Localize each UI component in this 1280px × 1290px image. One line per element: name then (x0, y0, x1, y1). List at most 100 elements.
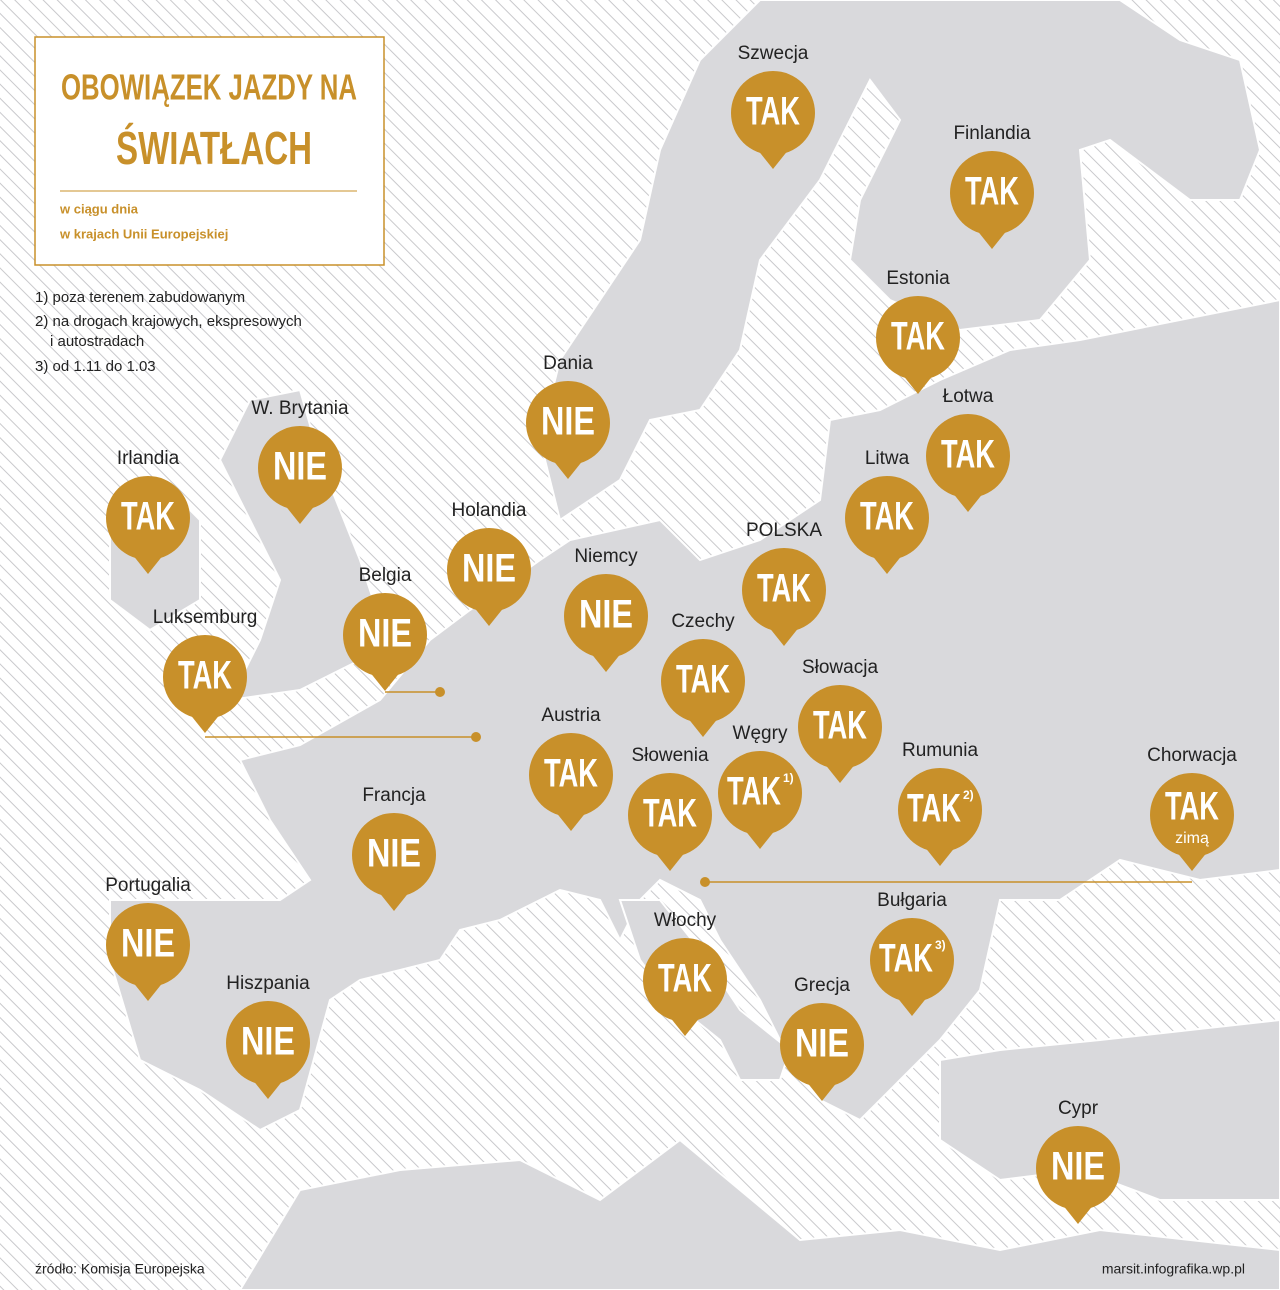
pin-head (628, 773, 712, 857)
answer: TAK (178, 654, 232, 698)
marker: Słowacja TAK (798, 657, 882, 783)
leaders (205, 687, 1192, 887)
marker: Łotwa TAK (926, 386, 1010, 512)
marker: Grecja NIE (780, 975, 864, 1101)
pin-head (780, 1003, 864, 1087)
country-label: Bułgaria (877, 890, 947, 911)
marker: Litwa TAK (845, 448, 929, 574)
marker: Niemcy NIE (564, 546, 648, 672)
pin-head (950, 151, 1034, 235)
country-label: Francja (362, 785, 426, 806)
subtitle: w krajach Unii Europejskiej (59, 226, 228, 241)
marker: Francja NIE (352, 785, 436, 911)
marker: Cypr NIE (1036, 1098, 1120, 1224)
pin-head (526, 381, 610, 465)
pin-head (798, 685, 882, 769)
credit: marsit.infografika.wp.pl (1102, 1261, 1245, 1277)
marker: Rumunia TAK 2) (898, 740, 982, 866)
answer: TAK (879, 937, 933, 981)
pin-head (643, 938, 727, 1022)
leader-dot (471, 732, 481, 742)
pin-head (106, 903, 190, 987)
pin-head (742, 548, 826, 632)
marker: Irlandia TAK (106, 448, 190, 574)
answer: NIE (795, 1022, 849, 1066)
country-label: Niemcy (574, 546, 638, 567)
answer: TAK (544, 752, 598, 796)
footnote: 1) poza terenem zabudowanym (35, 289, 245, 306)
footnote: i autostradach (50, 333, 144, 350)
marker: Portugalia NIE (105, 875, 191, 1001)
answer: TAK (965, 170, 1019, 214)
answer: TAK (907, 787, 961, 831)
marker: POLSKA TAK (742, 520, 826, 646)
answer: NIE (1051, 1145, 1105, 1189)
marker: Bułgaria TAK 3) (870, 890, 954, 1016)
country-label: Dania (543, 353, 593, 374)
pin-head (447, 528, 531, 612)
pin-head (564, 574, 648, 658)
pin-head (352, 813, 436, 897)
footnote-ref: 2) (963, 788, 974, 802)
marker: Czechy TAK (661, 611, 745, 737)
source: źródło: Komisja Europejska (35, 1261, 205, 1277)
pin-head (876, 296, 960, 380)
pin-head (343, 593, 427, 677)
markers: Szwecja TAK Finlandia TAK Estonia TAK Łotwa TAK… (105, 43, 1237, 1224)
marker: Belgia NIE (343, 565, 427, 691)
country-label: Chorwacja (1147, 745, 1237, 766)
country-label: Słowacja (802, 657, 878, 678)
answer: TAK (658, 957, 712, 1001)
country-label: Austria (541, 705, 601, 726)
country-label: Włochy (654, 910, 717, 931)
marker: Luksemburg TAK (153, 607, 258, 733)
marker: Estonia TAK (876, 268, 960, 394)
answer: TAK (746, 90, 800, 134)
footnote-ref: 1) (783, 771, 794, 785)
pin-head (163, 635, 247, 719)
pin-head (926, 414, 1010, 498)
pin-head (731, 71, 815, 155)
answer: NIE (579, 593, 633, 637)
marker: W. Brytania NIE (251, 398, 349, 524)
subtitle: w ciągu dnia (59, 201, 139, 216)
leader-dot (700, 877, 710, 887)
marker: Dania NIE (526, 353, 610, 479)
country-label: POLSKA (746, 520, 822, 541)
marker: Austria TAK (529, 705, 613, 831)
country-label: Holandia (452, 500, 527, 521)
footnote-ref: 3) (935, 938, 946, 952)
country-label: Luksemburg (153, 607, 258, 628)
country-label: Cypr (1058, 1098, 1099, 1119)
country-label: Rumunia (902, 740, 978, 761)
pin-head (898, 768, 982, 852)
pin-head (870, 918, 954, 1002)
pin-head (258, 426, 342, 510)
country-label: Estonia (886, 268, 950, 289)
title-box: OBOWIĄZEK JAZDY NA ŚWIATŁACH w ciągu dni… (34, 36, 385, 266)
marker: Hiszpania NIE (226, 973, 310, 1099)
country-label: Irlandia (117, 448, 180, 469)
answer-extra: zimą (1175, 830, 1209, 847)
title-frame (34, 36, 385, 266)
pin-head (106, 476, 190, 560)
country-label: Czechy (671, 611, 735, 632)
answer: TAK (891, 315, 945, 359)
country-label: Portugalia (105, 875, 191, 896)
marker: Słowenia TAK (628, 745, 712, 871)
answer: TAK (643, 792, 697, 836)
answer: NIE (367, 832, 421, 876)
answer: TAK (860, 495, 914, 539)
country-label: Grecja (794, 975, 850, 996)
country-label: Finlandia (953, 123, 1031, 144)
country-label: Litwa (865, 448, 910, 469)
pin-head (661, 639, 745, 723)
answer: TAK (121, 495, 175, 539)
pin-head (1150, 773, 1234, 857)
answer: TAK (727, 770, 781, 814)
answer: TAK (676, 658, 730, 702)
pin-head (529, 733, 613, 817)
answer: NIE (541, 400, 595, 444)
country-label: Łotwa (943, 386, 994, 407)
